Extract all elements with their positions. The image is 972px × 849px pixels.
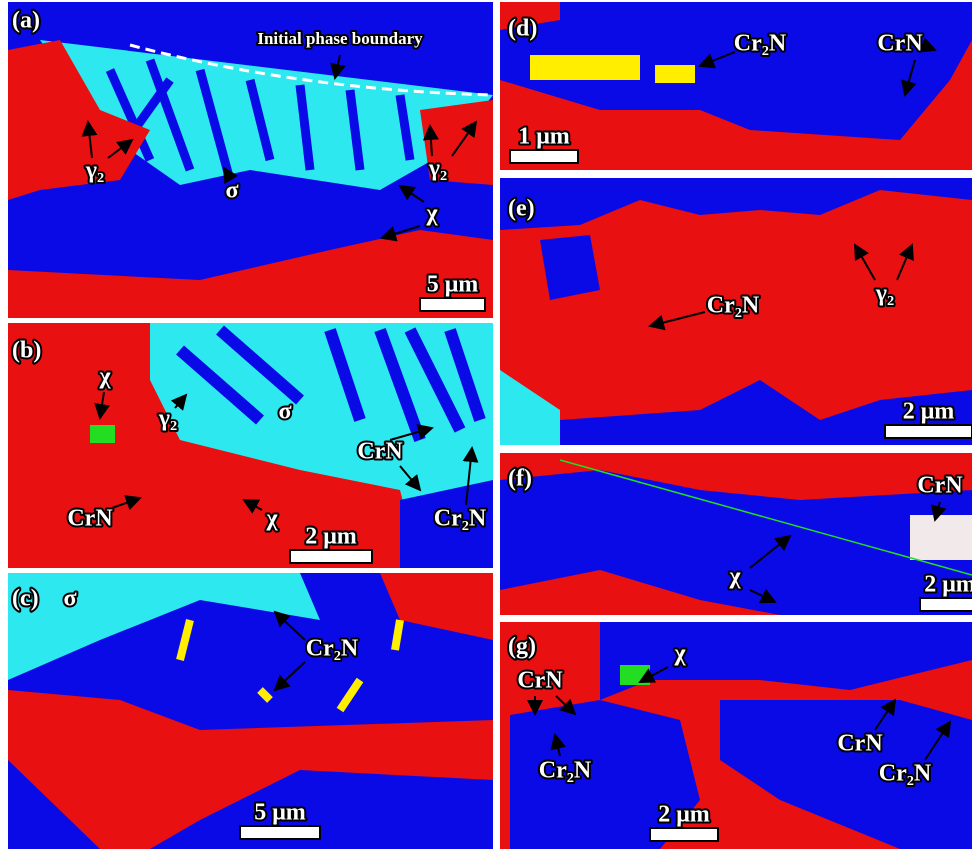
scale-bar xyxy=(885,425,972,438)
scale-bar xyxy=(920,598,972,611)
scale-bar-label: 2 μm xyxy=(305,524,357,550)
annotation: CrN xyxy=(877,31,923,57)
scale-bar-label: 2 μm xyxy=(924,572,972,598)
panel-d-map xyxy=(500,2,972,170)
panel-label: (e) xyxy=(508,196,535,222)
scale-bar-label: 5 μm xyxy=(254,800,306,826)
annotation: γ₂ xyxy=(158,406,177,432)
scale-bar xyxy=(290,550,372,563)
annotation: σ xyxy=(225,178,238,204)
annotation: χ xyxy=(98,364,111,390)
panel-label: (g) xyxy=(508,634,536,660)
annotation: χ xyxy=(425,201,438,227)
annotation: γ₂ xyxy=(875,281,894,307)
annotation: Cr₂N xyxy=(707,293,760,319)
annotation: Cr₂N xyxy=(879,761,932,787)
annotation: Cr₂N xyxy=(539,758,592,784)
scale-bar-label: 2 μm xyxy=(658,802,710,828)
annotation: σ xyxy=(278,399,291,425)
scale-bar xyxy=(650,828,718,841)
scale-bar xyxy=(240,826,320,839)
annotation: χ xyxy=(673,641,686,667)
panel-label: (f) xyxy=(508,466,532,492)
annotation: χ xyxy=(728,564,741,590)
annotation: CrN xyxy=(67,506,113,532)
scale-bar-label: 1 μm xyxy=(518,124,570,150)
annotation: γ₂ xyxy=(428,156,447,182)
panel-label: (d) xyxy=(508,16,537,42)
annotation: CrN xyxy=(837,731,883,757)
annotation: γ₂ xyxy=(85,158,104,184)
annotation: σ xyxy=(63,586,76,612)
annotation: CrN xyxy=(917,473,963,499)
figure: (a)Initial phase boundaryγ₂σχγ₂5 μm(b)χγ… xyxy=(0,0,972,849)
scale-bar xyxy=(420,298,485,311)
panel-label: (a) xyxy=(12,8,40,34)
annotation: CrN xyxy=(517,668,563,694)
annotation: Initial phase boundary xyxy=(257,29,423,48)
annotation: Cr₂N xyxy=(434,506,487,532)
panel-label: (c) xyxy=(12,586,39,612)
panel-a-map xyxy=(8,2,493,318)
scale-bar-label: 2 μm xyxy=(903,399,955,425)
annotation: Cr₂N xyxy=(306,636,359,662)
annotation: χ xyxy=(265,506,278,532)
panel-g-map xyxy=(500,622,972,849)
panel-f-map xyxy=(500,453,972,615)
annotation: Cr₂N xyxy=(734,31,787,57)
annotation: CrN xyxy=(357,439,403,465)
scale-bar xyxy=(510,150,578,163)
panel-label: (b) xyxy=(12,338,41,364)
panel-c-map xyxy=(8,573,493,849)
scale-bar-label: 5 μm xyxy=(427,272,479,298)
